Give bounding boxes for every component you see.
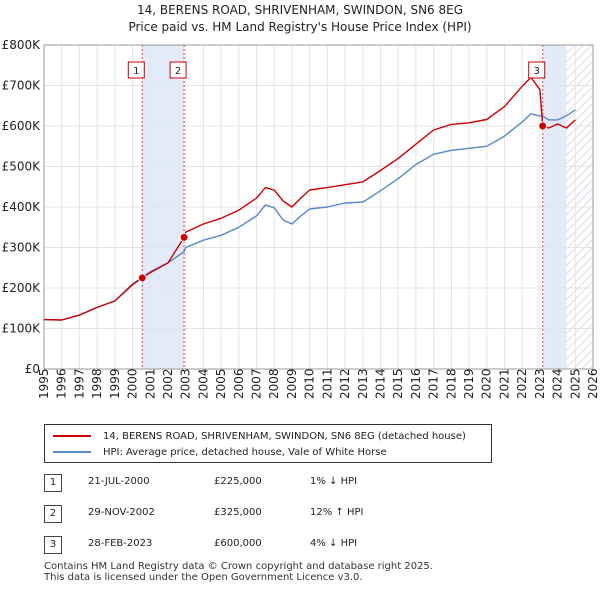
transaction-row: 2 29-NOV-2002 £325,000 12% ↑ HPI — [0, 505, 600, 525]
transaction-date: 21-JUL-2000 — [88, 476, 150, 487]
sale-marker-box — [169, 61, 187, 79]
y-tick-label: £800K — [2, 38, 42, 52]
transaction-number: 1 — [44, 474, 62, 492]
legend-entry-property: 14, BERENS ROAD, SHRIVENHAM, SWINDON, SN… — [53, 428, 466, 444]
x-tick-label: 2008 — [267, 368, 281, 399]
y-tick-label: £100K — [2, 322, 42, 336]
chart-title: 14, BERENS ROAD, SHRIVENHAM, SWINDON, SN… — [0, 2, 600, 36]
transaction-row: 1 21-JUL-2000 £225,000 1% ↓ HPI — [0, 474, 600, 494]
x-tick-label: 2005 — [214, 368, 228, 399]
legend-swatch-property — [53, 435, 91, 437]
x-tick-label: 2014 — [373, 368, 387, 399]
x-tick-label: 2004 — [196, 368, 210, 399]
x-tick-label: 2019 — [462, 368, 476, 399]
transaction-number: 2 — [44, 505, 62, 523]
title-line-2: Price paid vs. HM Land Registry's House … — [128, 20, 472, 34]
legend-entry-hpi: HPI: Average price, detached house, Vale… — [53, 444, 387, 460]
property-price-line — [43, 76, 576, 321]
transaction-price: £325,000 — [214, 507, 262, 518]
sale-marker-label: 2 — [175, 66, 181, 77]
sale-marker-box — [528, 61, 546, 79]
footer-line-2: This data is licensed under the Open Gov… — [44, 572, 363, 583]
x-tick-label: 1996 — [55, 368, 69, 399]
transaction-number: 3 — [44, 536, 62, 554]
transaction-hpi-diff: 4% ↓ HPI — [310, 538, 358, 549]
x-tick-label: 2009 — [285, 368, 299, 399]
legend-label-property: 14, BERENS ROAD, SHRIVENHAM, SWINDON, SN… — [103, 430, 466, 442]
x-tick-label: 2017 — [427, 368, 441, 399]
x-tick-label: 2022 — [515, 368, 529, 399]
x-tick-label: 2000 — [126, 368, 140, 399]
footer: Contains HM Land Registry data © Crown c… — [44, 561, 433, 583]
x-tick-label: 2018 — [444, 368, 458, 399]
y-tick-label: £0 — [25, 362, 40, 376]
sale-marker-box — [127, 61, 145, 79]
legend-label-hpi: HPI: Average price, detached house, Vale… — [103, 446, 387, 458]
x-tick-label: 2011 — [320, 368, 334, 399]
x-tick-label: 2023 — [533, 368, 547, 399]
transaction-hpi-diff: 1% ↓ HPI — [310, 476, 358, 487]
transaction-row: 3 28-FEB-2023 £600,000 4% ↓ HPI — [0, 536, 600, 556]
transaction-hpi-diff: 12% ↑ HPI — [310, 507, 364, 518]
price-chart: £0 £100K £200K £300K £400K £500K £600K £700K £80… — [2, 38, 600, 399]
title-line-1: 14, BERENS ROAD, SHRIVENHAM, SWINDON, SN… — [136, 3, 464, 17]
plot-area-border — [43, 44, 594, 370]
x-tick-label: 2016 — [409, 368, 423, 399]
x-tick-label: 2010 — [303, 368, 317, 399]
transaction-date: 28-FEB-2023 — [88, 538, 153, 549]
chart-legend: 14, BERENS ROAD, SHRIVENHAM, SWINDON, SN… — [44, 424, 492, 463]
transaction-price: £600,000 — [214, 538, 262, 549]
sale-point — [137, 273, 147, 283]
transaction-price: £225,000 — [214, 476, 262, 487]
sale-point — [179, 232, 189, 242]
y-tick-label: £500K — [2, 160, 42, 174]
x-tick-label: 2002 — [161, 368, 175, 399]
x-tick-label: 2020 — [480, 368, 494, 399]
x-tick-label: 2021 — [497, 368, 511, 399]
x-tick-label: 2015 — [391, 368, 405, 399]
y-tick-label: £700K — [2, 79, 42, 93]
sale-marker-label: 1 — [133, 66, 139, 77]
legend-swatch-hpi — [53, 451, 91, 453]
y-tick-label: £200K — [2, 281, 42, 295]
x-tick-label: 2025 — [568, 368, 582, 399]
sale-marker-label: 3 — [534, 66, 540, 77]
x-tick-label: 2013 — [356, 368, 370, 399]
y-tick-label: £600K — [2, 119, 42, 133]
y-tick-label: £300K — [2, 241, 42, 255]
x-tick-label: 2001 — [143, 368, 157, 399]
x-tick-label: 2007 — [250, 368, 264, 399]
transaction-date: 29-NOV-2002 — [88, 507, 155, 518]
x-tick-label: 1995 — [37, 368, 51, 399]
x-tick-label: 1998 — [90, 368, 104, 399]
x-tick-label: 2024 — [551, 368, 565, 399]
x-tick-label: 2026 — [586, 368, 600, 399]
y-tick-label: £400K — [2, 200, 42, 214]
x-tick-label: 2006 — [232, 368, 246, 399]
sale-point — [538, 121, 548, 131]
x-tick-label: 2012 — [338, 368, 352, 399]
x-tick-label: 2003 — [179, 368, 193, 399]
footer-line-1: Contains HM Land Registry data © Crown c… — [44, 561, 433, 572]
x-tick-label: 1997 — [72, 368, 86, 399]
x-tick-label: 1999 — [108, 368, 122, 399]
